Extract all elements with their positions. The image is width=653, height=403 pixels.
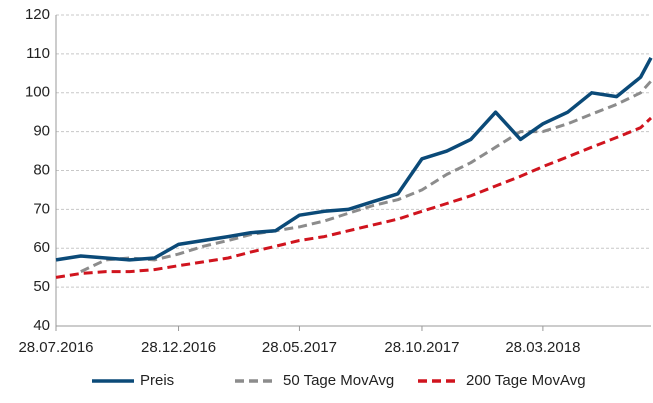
x-tick-label: 28.10.2017 [384, 339, 459, 356]
series-line [55, 56, 653, 262]
x-tick-label: 28.12.2016 [141, 339, 216, 356]
y-tick-label: 100 [25, 84, 50, 101]
series-line [55, 116, 653, 279]
series-line [80, 80, 653, 273]
x-tick-label: 28.07.2016 [18, 339, 93, 356]
y-tick-label: 70 [33, 200, 50, 217]
y-tick-label: 40 [33, 317, 50, 334]
legend-label: Preis [140, 372, 174, 389]
y-tick-label: 80 [33, 161, 50, 178]
y-tick-label: 90 [33, 123, 50, 140]
y-tick-label: 60 [33, 239, 50, 256]
legend-label: 200 Tage MovAvg [466, 372, 586, 389]
x-tick-label: 28.03.2018 [505, 339, 580, 356]
legend-label: 50 Tage MovAvg [283, 372, 394, 389]
y-tick-label: 50 [33, 278, 50, 295]
y-tick-label: 110 [26, 45, 50, 62]
x-tick-label: 28.05.2017 [262, 339, 337, 356]
y-tick-label: 120 [25, 6, 50, 23]
